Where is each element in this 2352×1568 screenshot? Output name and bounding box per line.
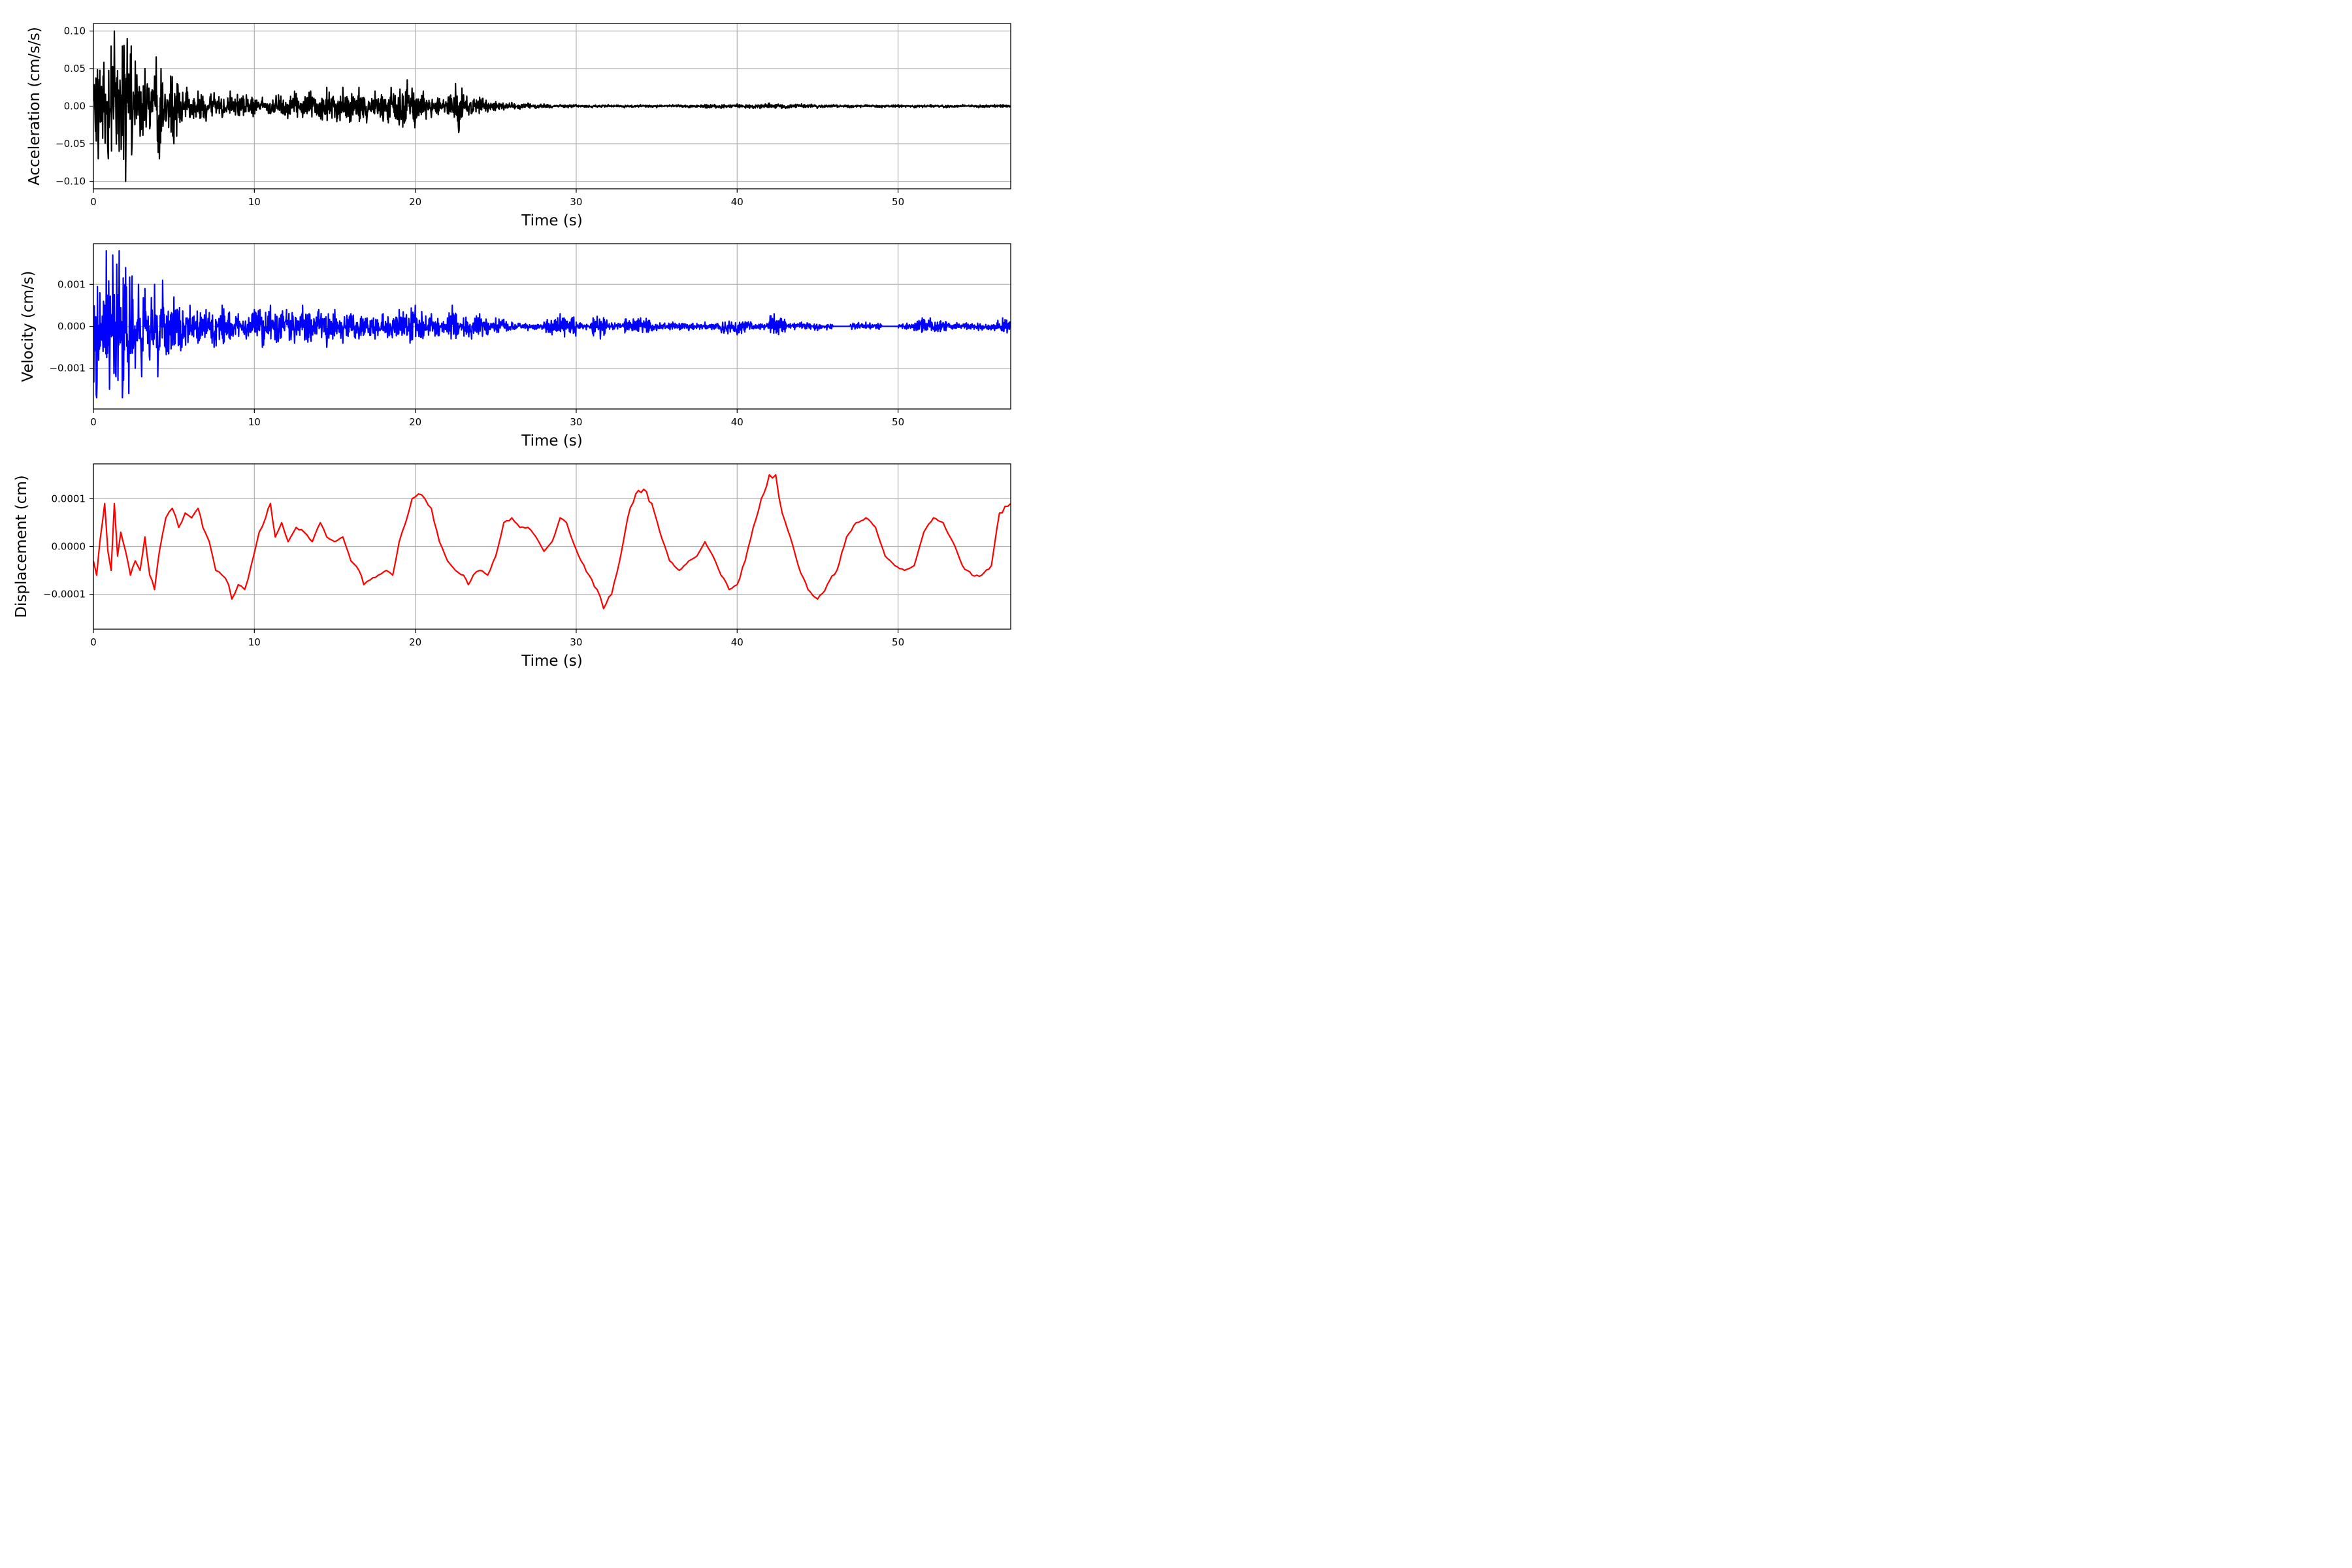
displacement-xtick-label-0: 0: [90, 636, 97, 648]
displacement-xtick-label-3: 30: [570, 636, 582, 648]
velocity-panel: 0 10 20 30 40 50 0.001 0.000 −0.001 Time (s) Veloc…: [20, 243, 1011, 449]
acceleration-xtick-label-4: 40: [731, 196, 743, 208]
displacement-xtick-label-5: 50: [892, 636, 904, 648]
acceleration-xtick-label-3: 30: [570, 196, 582, 208]
velocity-ytick-label-2: −0.001: [49, 363, 86, 374]
velocity-xtick-label-4: 40: [731, 416, 743, 428]
displacement-series-line: [93, 474, 1011, 610]
displacement-xtick-label-4: 40: [731, 636, 743, 648]
velocity-series-line: [93, 250, 1011, 399]
velocity-ytick-label-1: 0.000: [57, 321, 86, 333]
velocity-x-axis-label: Time (s): [521, 433, 583, 449]
acceleration-xtick-label-0: 0: [90, 196, 97, 208]
velocity-ytick-label-0: 0.001: [57, 278, 86, 290]
velocity-y-axis-label: Velocity (cm/s): [20, 270, 37, 382]
acceleration-xtick-label-2: 20: [409, 196, 421, 208]
acceleration-xtick-label-5: 50: [892, 196, 904, 208]
displacement-panel: 0 10 20 30 40 50 0.0001 0.0000 −0.0001 Time (s) Di…: [13, 463, 1011, 670]
figure: 0 10 20 30 40 50 0.10 0.05 0.00 −0.05 −0.10 Time (s…: [0, 0, 1024, 683]
acceleration-series-line: [93, 30, 1011, 182]
velocity-xtick-label-3: 30: [570, 416, 582, 428]
displacement-ytick-label-0: 0.0001: [52, 493, 86, 504]
displacement-x-axis-label: Time (s): [521, 653, 583, 670]
velocity-xtick-label-2: 20: [409, 416, 421, 428]
velocity-xtick-label-1: 10: [248, 416, 261, 428]
acceleration-ytick-label-4: −0.10: [56, 176, 86, 188]
acceleration-ytick-label-1: 0.05: [64, 63, 86, 74]
displacement-ytick-label-1: 0.0000: [52, 541, 86, 553]
displacement-xtick-label-2: 20: [409, 636, 421, 648]
velocity-xtick-label-5: 50: [892, 416, 904, 428]
acceleration-panel: 0 10 20 30 40 50 0.10 0.05 0.00 −0.05 −0.10 Time (s…: [26, 23, 1011, 229]
acceleration-ytick-label-0: 0.10: [64, 25, 86, 37]
displacement-xtick-label-1: 10: [248, 636, 261, 648]
acceleration-xtick-label-1: 10: [248, 196, 261, 208]
acceleration-ytick-label-2: 0.00: [64, 101, 86, 112]
acceleration-x-axis-label: Time (s): [521, 212, 583, 229]
acceleration-ytick-label-3: −0.05: [56, 138, 86, 150]
acceleration-y-axis-label: Acceleration (cm/s/s): [26, 27, 43, 186]
displacement-y-axis-label: Displacement (cm): [13, 475, 30, 617]
velocity-xtick-label-0: 0: [90, 416, 97, 428]
displacement-ytick-label-2: −0.0001: [43, 589, 86, 600]
